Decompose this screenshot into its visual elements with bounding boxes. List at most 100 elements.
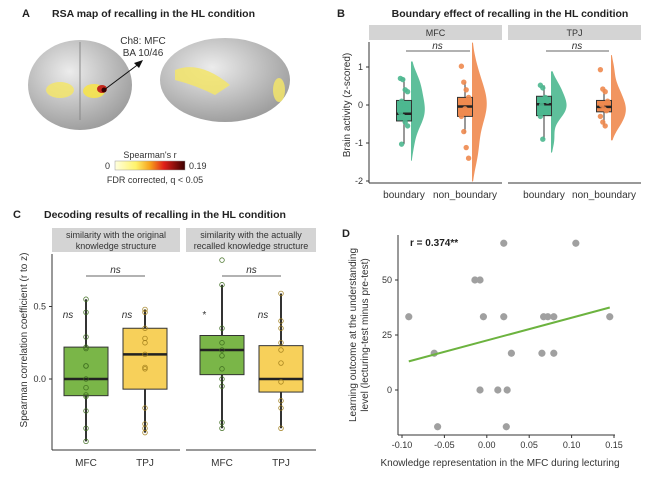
scatter-point <box>476 276 484 284</box>
x-tick-label: non_boundary <box>572 190 636 201</box>
data-point <box>83 392 89 398</box>
data-point <box>465 155 472 161</box>
x-tick-label: 0.05 <box>520 440 538 450</box>
x-tick-label: MFC <box>211 458 233 469</box>
data-point <box>458 63 465 69</box>
data-point <box>537 113 544 120</box>
x-tick-label: 0.00 <box>478 440 496 450</box>
data-point <box>404 88 411 95</box>
facet-strip <box>52 228 180 252</box>
colorbar-min: 0 <box>105 161 110 171</box>
panel-d: D r = 0.374** Knowledge representation i… <box>342 228 623 469</box>
x-tick-label: 0.15 <box>605 440 623 450</box>
x-tick-label: 0.10 <box>563 440 581 450</box>
y-tick-label: 0 <box>358 100 363 110</box>
colorbar-title: Spearman's r <box>123 150 176 160</box>
data-point <box>83 345 89 352</box>
data-point <box>402 119 408 125</box>
significance-mark: ns <box>63 310 74 321</box>
x-tick-label: -0.10 <box>392 440 413 450</box>
significance-label: ns <box>432 41 443 52</box>
data-point <box>219 366 225 372</box>
data-point <box>83 376 89 382</box>
data-point <box>219 383 225 389</box>
facet-label-line2: knowledge structure <box>76 241 157 251</box>
y-tick-label: 50 <box>382 275 392 285</box>
violin-half <box>472 42 487 182</box>
y-tick-label: 1 <box>358 62 363 72</box>
brain-side-view <box>160 38 290 122</box>
scatter-point <box>500 239 508 247</box>
data-point <box>540 85 546 91</box>
data-point <box>461 79 467 85</box>
data-point <box>459 98 466 104</box>
x-tick-label: TPJ <box>272 458 290 469</box>
correlation-annotation: r = 0.374** <box>410 238 458 249</box>
data-point <box>142 429 148 436</box>
scatter-point <box>544 313 552 321</box>
mfc-arrow <box>103 60 143 91</box>
data-point <box>278 290 284 297</box>
data-point <box>83 296 89 302</box>
data-point <box>278 398 284 404</box>
data-point <box>598 102 605 108</box>
data-point <box>278 405 284 411</box>
scatter-point <box>550 349 558 357</box>
data-point <box>83 334 89 340</box>
panel-c-letter: C <box>13 209 21 221</box>
data-point <box>398 98 405 104</box>
annotation-channel: Ch8: MFC <box>120 36 166 47</box>
annotation-brodmann: BA 10/46 <box>123 48 164 59</box>
data-point <box>604 98 611 104</box>
panel-a-letter: A <box>22 8 30 20</box>
x-tick-label: boundary <box>383 190 425 201</box>
data-point <box>142 364 148 371</box>
data-point <box>219 347 225 353</box>
data-point <box>461 128 467 135</box>
data-point <box>142 309 148 315</box>
significance-label: ns <box>246 265 257 276</box>
data-point <box>400 113 406 120</box>
scatter-point <box>405 313 413 321</box>
panel-c-ylabel: Spearman correlation coefficient (r to z… <box>19 253 30 428</box>
data-point <box>278 340 284 346</box>
panel-a-title: RSA map of recalling in the HL condition <box>52 8 255 20</box>
data-point <box>541 106 547 112</box>
facet-label-line2: recalled knowledge structure <box>194 241 309 251</box>
box <box>122 327 168 390</box>
data-point <box>602 88 608 95</box>
panel-d-letter: D <box>342 228 350 240</box>
facet-strip <box>508 25 641 40</box>
data-point <box>83 425 89 431</box>
data-point <box>600 119 606 125</box>
data-point <box>219 340 225 346</box>
panel-c-title: Decoding results of recalling in the HL … <box>44 209 286 221</box>
x-tick-label: MFC <box>75 458 97 469</box>
data-point <box>83 393 89 400</box>
scatter-point <box>471 276 479 284</box>
panel-d-ylabel-line2: level (lecturing-test minus pre-test) <box>360 258 371 411</box>
data-point <box>219 282 225 288</box>
facet-label: TPJ <box>566 28 582 38</box>
box <box>63 346 109 397</box>
scatter-point <box>550 313 558 321</box>
facet-label: MFC <box>426 28 446 38</box>
y-tick-label: -1 <box>355 138 363 148</box>
data-point <box>142 366 148 372</box>
data-point <box>83 438 89 445</box>
data-point <box>278 379 284 385</box>
scatter-point <box>500 313 508 321</box>
y-tick-label: 0 <box>387 385 392 395</box>
data-point <box>142 340 148 346</box>
data-point <box>278 425 284 431</box>
x-tick-label: TPJ <box>136 458 154 469</box>
data-point <box>603 107 610 114</box>
violin-half <box>411 61 425 162</box>
data-point <box>540 136 546 142</box>
data-point <box>83 363 89 369</box>
panel-b-title: Boundary effect of recalling in the HL c… <box>392 8 629 20</box>
data-point <box>142 405 148 411</box>
data-point <box>403 106 410 112</box>
y-tick-label: -2 <box>355 176 363 186</box>
